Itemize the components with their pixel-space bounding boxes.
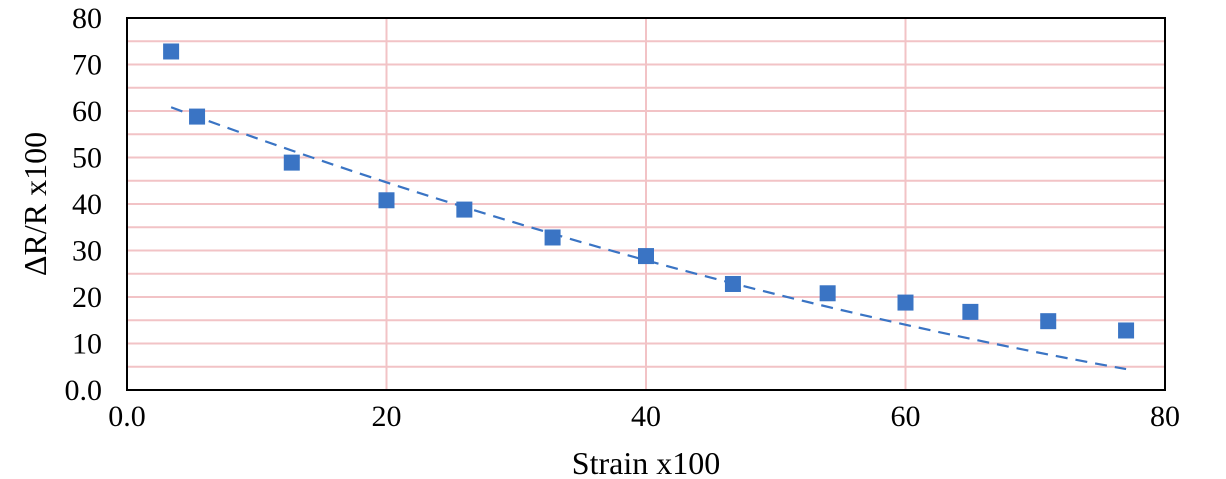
trendline — [170, 106, 1127, 371]
data-point — [638, 248, 654, 265]
x-tick-label: 0.0 — [108, 400, 146, 433]
y-tick-labels: 0.0 10 20 30 40 50 60 70 80 — [65, 2, 103, 407]
data-point — [378, 192, 395, 209]
y-tick-label: 30 — [72, 235, 102, 268]
data-point — [283, 154, 300, 171]
plot-frame — [126, 17, 1166, 391]
data-points — [163, 43, 1135, 339]
x-tick-labels: 0.0 20 40 60 80 — [108, 400, 1180, 433]
data-point — [544, 229, 561, 246]
y-tick-label: 0.0 — [65, 374, 103, 407]
y-tick-label: 70 — [72, 49, 102, 82]
x-tick-label: 40 — [631, 400, 661, 433]
data-point — [189, 108, 206, 125]
y-tick-label: 20 — [72, 281, 102, 314]
data-point — [1040, 313, 1057, 330]
y-tick-label: 80 — [72, 2, 102, 35]
data-point — [163, 43, 180, 60]
x-tick-label: 60 — [891, 400, 921, 433]
data-point — [962, 303, 979, 320]
y-tick-label: 60 — [72, 95, 102, 128]
data-point — [1118, 322, 1135, 339]
y-axis-label: ΔR/R x100 — [17, 132, 53, 276]
data-point — [456, 201, 473, 218]
x-axis-label: Strain x100 — [572, 445, 720, 479]
y-tick-label: 40 — [72, 188, 102, 221]
data-point — [819, 285, 836, 302]
y-tick-label: 50 — [72, 142, 102, 175]
x-tick-label: 20 — [372, 400, 402, 433]
x-tick-label: 80 — [1150, 400, 1180, 433]
y-tick-label: 10 — [72, 328, 102, 361]
grid — [127, 18, 1165, 390]
data-point — [724, 275, 741, 292]
data-point — [897, 294, 914, 311]
